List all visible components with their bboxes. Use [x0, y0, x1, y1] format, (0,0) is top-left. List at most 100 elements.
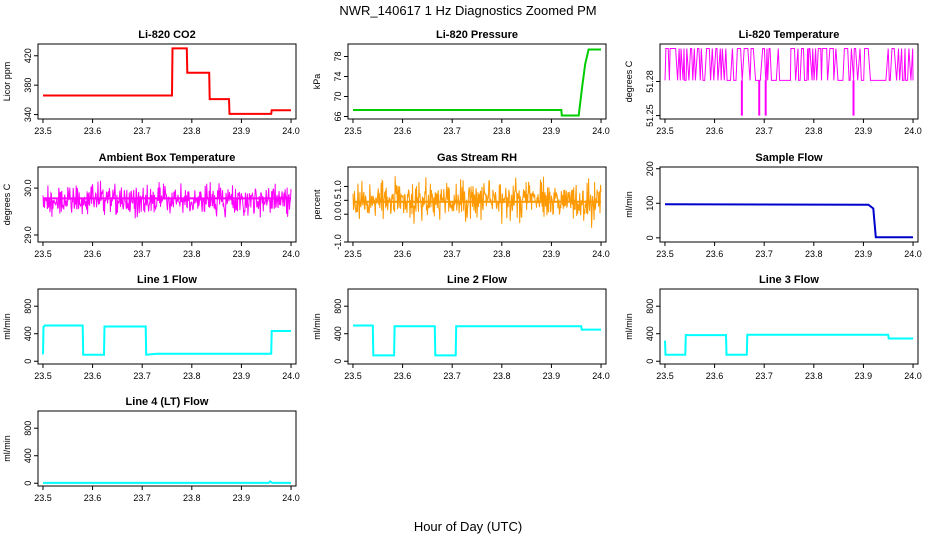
chart-panel: Line 3 Flow 23.5 23.6 23.7 23.8 23.9 24.0 0 400 8…: [624, 274, 922, 381]
y-tick-label: 1.0: [333, 180, 343, 193]
y-axis-label: ml/min: [624, 313, 634, 340]
y-tick-label: 800: [23, 299, 33, 314]
y-tick-label: 800: [645, 299, 655, 314]
x-tick-label: 23.7: [133, 126, 151, 136]
x-tick-label: 24.0: [282, 126, 300, 136]
y-tick-label: 0.5: [333, 194, 343, 207]
x-tick-label: 23.5: [344, 371, 362, 381]
x-tick-label: 23.8: [805, 126, 823, 136]
x-tick-label: 23.9: [543, 371, 561, 381]
x-tick-label: 23.9: [855, 249, 873, 259]
panel-title: Line 2 Flow: [447, 274, 507, 286]
x-tick-label: 23.8: [493, 249, 511, 259]
x-tick-label: 23.9: [543, 249, 561, 259]
y-tick-label: 380: [23, 78, 33, 93]
x-tick-label: 23.6: [84, 371, 102, 381]
x-tick-label: 23.7: [443, 126, 461, 136]
chart-panel: Line 1 Flow 23.5 23.6 23.7 23.8 23.9 24.0 0 400 8…: [2, 274, 300, 381]
y-tick-label: 200: [645, 161, 655, 176]
plot-box: [659, 288, 919, 365]
y-tick-label: 400: [333, 326, 343, 341]
plot-box: [37, 166, 297, 243]
x-tick-label: 23.6: [706, 126, 724, 136]
series-group: [42, 324, 291, 356]
x-tick-label: 23.7: [755, 126, 773, 136]
x-tick-label: 23.6: [394, 126, 412, 136]
x-tick-label: 23.6: [84, 249, 102, 259]
series-line: [664, 48, 914, 81]
series-line: [664, 333, 913, 356]
x-tick-label: 23.7: [443, 371, 461, 381]
x-tick-label: 23.7: [755, 249, 773, 259]
series-group: [664, 333, 913, 356]
x-tick-label: 23.7: [755, 371, 773, 381]
x-tick-label: 23.5: [344, 126, 362, 136]
y-tick-label: 340: [23, 107, 33, 122]
y-axis-label: kPa: [312, 74, 322, 90]
panel-title: Line 4 (LT) Flow: [126, 396, 209, 408]
x-tick-label: 23.9: [855, 371, 873, 381]
y-tick-label: 70: [333, 91, 343, 101]
x-tick-label: 24.0: [592, 371, 610, 381]
plot-box: [37, 410, 297, 487]
x-tick-label: 24.0: [592, 126, 610, 136]
x-tick-label: 23.8: [493, 371, 511, 381]
chart-panel: Li-820 CO2 23.5 23.6 23.7 23.8 23.9 24.0 340 380…: [2, 29, 300, 136]
series-group: [43, 47, 291, 115]
series-group: [42, 180, 292, 219]
plot-box: [347, 166, 607, 243]
plot-box: [37, 288, 297, 365]
figure-x-axis-label: Hour of Day (UTC): [414, 519, 522, 534]
x-tick-label: 23.7: [443, 249, 461, 259]
x-tick-label: 23.5: [34, 371, 52, 381]
x-tick-label: 24.0: [904, 126, 922, 136]
series-line: [352, 176, 602, 228]
y-tick-label: 51.25: [645, 104, 655, 127]
x-tick-label: 23.7: [133, 493, 151, 503]
panel-title: Li-820 CO2: [138, 29, 195, 41]
chart-panel: Line 4 (LT) Flow 23.5 23.6 23.7 23.8 23.9 24.0…: [2, 396, 300, 503]
chart-panel: Li-820 Pressure 23.5 23.6 23.7 23.8 23.9 24.0 6…: [312, 29, 610, 136]
series-group: [664, 203, 913, 239]
series-group: [43, 480, 291, 484]
y-axis-label: ml/min: [312, 313, 322, 340]
x-tick-label: 23.6: [394, 249, 412, 259]
chart-panel: Li-820 Temperature 23.5 23.6 23.7 23.8 23.9 24…: [624, 29, 922, 136]
y-tick-label: 0: [23, 481, 33, 486]
x-tick-label: 23.5: [656, 371, 674, 381]
x-tick-label: 23.6: [84, 126, 102, 136]
y-tick-label: 400: [645, 326, 655, 341]
chart-panel: Ambient Box Temperature 23.5 23.6 23.7 23.8 2…: [2, 152, 300, 259]
plot-box: [347, 288, 607, 365]
x-tick-label: 23.9: [855, 126, 873, 136]
y-tick-label: 30.0: [23, 179, 33, 197]
x-tick-label: 23.6: [706, 249, 724, 259]
x-tick-label: 23.5: [656, 249, 674, 259]
series-line: [43, 480, 291, 484]
y-tick-label: 29.0: [23, 226, 33, 244]
x-tick-label: 23.5: [34, 249, 52, 259]
x-tick-label: 23.7: [133, 249, 151, 259]
y-axis-label: percent: [312, 189, 322, 220]
y-tick-label: 400: [23, 448, 33, 463]
panel-title: Gas Stream RH: [437, 152, 517, 164]
panel-title: Line 3 Flow: [759, 274, 819, 286]
panel-title: Li-820 Pressure: [436, 29, 518, 41]
plot-box: [347, 43, 607, 120]
panel-title: Line 1 Flow: [137, 274, 197, 286]
series-line: [353, 48, 601, 117]
y-tick-label: 0: [333, 359, 343, 364]
y-axis-label: degrees C: [624, 60, 634, 102]
chart-panel: Gas Stream RH 23.5 23.6 23.7 23.8 23.9 24.0 -1.…: [312, 152, 610, 259]
panel-title: Sample Flow: [755, 152, 823, 164]
x-tick-label: 23.8: [183, 126, 201, 136]
x-tick-label: 24.0: [592, 249, 610, 259]
y-tick-label: 400: [23, 326, 33, 341]
y-axis-label: ml/min: [2, 313, 12, 340]
y-axis-label: degrees C: [2, 183, 12, 225]
y-axis-label: Licor ppm: [2, 62, 12, 102]
series-line: [664, 203, 913, 239]
x-tick-label: 23.9: [233, 371, 251, 381]
y-tick-label: 66: [333, 111, 343, 121]
y-tick-label: 0.0: [333, 208, 343, 221]
